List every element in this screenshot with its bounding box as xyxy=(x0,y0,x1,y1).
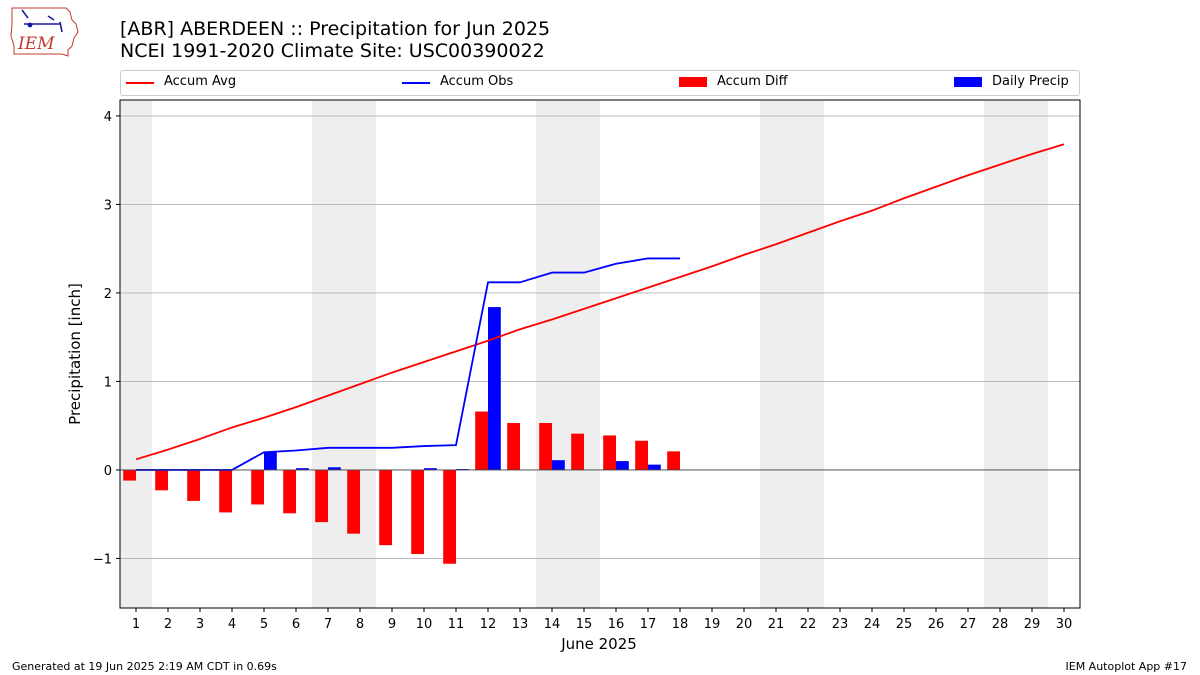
x-tick-label: 16 xyxy=(608,617,625,632)
x-tick-label: 25 xyxy=(896,617,913,632)
daily-precip-bar xyxy=(616,461,629,470)
x-tick-label: 12 xyxy=(480,617,497,632)
accum-diff-bar xyxy=(411,469,424,555)
legend-label-accum-avg: Accum Avg xyxy=(164,74,237,89)
daily-precip-bar xyxy=(648,464,661,470)
legend-label-daily-precip: Daily Precip xyxy=(992,74,1069,89)
accum-diff-bar xyxy=(315,469,328,523)
x-tick-label: 22 xyxy=(800,617,817,632)
x-tick-label: 2 xyxy=(164,617,172,632)
legend-label-accum-diff: Accum Diff xyxy=(717,74,788,89)
x-tick-label: 15 xyxy=(576,617,593,632)
weekend-band-5 xyxy=(984,100,1048,608)
y-tick-label: 3 xyxy=(104,198,112,213)
weather-symbols-icon xyxy=(21,9,63,33)
weekend-band-2 xyxy=(312,100,376,608)
legend-label-accum-obs: Accum Obs xyxy=(440,74,514,89)
accum-diff-bar xyxy=(155,469,168,491)
daily-precip-bar xyxy=(456,469,469,470)
accum-diff-bar xyxy=(635,440,648,470)
x-tick-label: 29 xyxy=(1024,617,1041,632)
x-tick-label: 24 xyxy=(864,617,881,632)
x-tick-label: 14 xyxy=(544,617,561,632)
y-tick-label: 2 xyxy=(104,287,112,302)
x-tick-label: 26 xyxy=(928,617,945,632)
accum-diff-bar xyxy=(475,411,488,470)
x-tick-label: 3 xyxy=(196,617,204,632)
x-tick-label: 17 xyxy=(640,617,657,632)
x-tick-label: 8 xyxy=(356,617,364,632)
footer-generated-text: Generated at 19 Jun 2025 2:19 AM CDT in … xyxy=(12,660,277,673)
accum-diff-bar xyxy=(347,469,360,534)
accum-diff-bar xyxy=(667,451,680,470)
wind-dot-icon xyxy=(27,22,33,28)
accum-diff-bar xyxy=(507,423,520,470)
x-tick-label: 4 xyxy=(228,617,236,632)
x-tick-label: 1 xyxy=(132,617,140,632)
x-tick-label: 9 xyxy=(388,617,396,632)
y-tick-label: 0 xyxy=(104,464,112,479)
iem-logo: IEM xyxy=(10,7,79,57)
accum-diff-bar xyxy=(571,433,584,470)
accum-diff-bar xyxy=(379,469,392,546)
accum-diff-bar xyxy=(219,469,232,513)
daily-precip-bar xyxy=(264,452,277,470)
x-tick-label: 13 xyxy=(512,617,529,632)
iowa-state-outline xyxy=(10,7,79,57)
x-tick-label: 27 xyxy=(960,617,977,632)
x-tick-label: 28 xyxy=(992,617,1009,632)
daily-precip-bar xyxy=(424,468,437,470)
accum-diff-bar xyxy=(603,435,616,470)
accum-diff-bar xyxy=(283,469,296,514)
x-tick-label: 7 xyxy=(324,617,332,632)
accum-diff-bar xyxy=(187,469,200,501)
weekend-band-1 xyxy=(120,100,152,608)
daily-precip-bar xyxy=(328,467,341,470)
accum-avg-line xyxy=(135,143,1065,461)
bars xyxy=(123,307,680,564)
x-tick-label: 6 xyxy=(292,617,300,632)
y-tick-label: −1 xyxy=(93,552,112,567)
x-tick-label: 10 xyxy=(416,617,433,632)
x-tick-label: 20 xyxy=(736,617,753,632)
accum-diff-bar xyxy=(539,423,552,470)
y-tick-label: 1 xyxy=(104,375,112,390)
weekend-band-4 xyxy=(760,100,824,608)
x-axis-label: June 2025 xyxy=(560,635,637,653)
legend-swatch-accum-obs xyxy=(402,82,430,84)
legend-swatch-accum-avg xyxy=(126,82,154,84)
x-tick-label: 19 xyxy=(704,617,721,632)
x-tick-label: 18 xyxy=(672,617,689,632)
weekend-shading xyxy=(120,100,1048,608)
chart-subtitle: NCEI 1991-2020 Climate Site: USC00390022 xyxy=(120,40,545,62)
accum-diff-bar xyxy=(443,469,456,564)
x-tick-label: 30 xyxy=(1056,617,1073,632)
daily-precip-bar xyxy=(552,460,565,470)
logo-text: IEM xyxy=(17,34,55,54)
daily-precip-bar xyxy=(296,468,309,470)
x-tick-label: 5 xyxy=(260,617,268,632)
x-tick-label: 11 xyxy=(448,617,465,632)
x-tick-label: 21 xyxy=(768,617,785,632)
daily-precip-bar xyxy=(488,307,501,470)
chart-title: [ABR] ABERDEEN :: Precipitation for Jun … xyxy=(120,18,551,40)
legend: Accum Avg Accum Obs Accum Diff Daily Pre… xyxy=(120,70,1080,96)
legend-swatch-daily-precip xyxy=(954,77,982,87)
accum-diff-bar xyxy=(251,469,264,505)
y-tick-label: 4 xyxy=(104,110,112,125)
footer-app-text: IEM Autoplot App #17 xyxy=(1065,660,1188,673)
x-tick-label: 23 xyxy=(832,617,849,632)
legend-swatch-accum-diff xyxy=(679,77,707,87)
accum-diff-bar xyxy=(123,469,136,481)
weekend-band-3 xyxy=(536,100,600,608)
plot-frame xyxy=(119,99,1081,609)
y-axis-label: Precipitation [inch] xyxy=(66,283,84,425)
